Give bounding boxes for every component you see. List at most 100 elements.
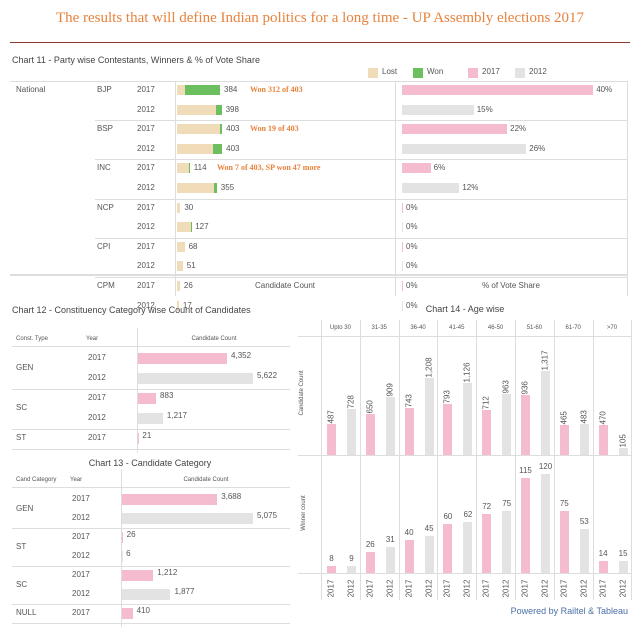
year-label: 2017	[88, 353, 106, 362]
candidate-bar	[327, 423, 336, 455]
value-bar	[122, 551, 123, 562]
year-tick: 2012	[540, 579, 550, 598]
lost-bar	[177, 300, 179, 311]
winner-bar	[559, 511, 569, 573]
value-bar	[138, 393, 157, 404]
winner-bar	[618, 560, 628, 573]
share-bar	[402, 300, 403, 311]
value-bar	[138, 433, 139, 444]
won-bar	[216, 104, 222, 115]
lost-bar	[177, 104, 217, 115]
dashboard-title: The results that will define Indian poli…	[55, 10, 585, 26]
value-label: 883	[160, 391, 174, 400]
age-header: >70	[606, 325, 618, 331]
share-label: 12%	[462, 183, 479, 192]
party-label: BJP	[97, 85, 112, 94]
chart14-title: Chart 14 - Age wise	[425, 304, 505, 314]
share-label: 40%	[596, 85, 613, 94]
candidate-label: 712	[481, 395, 491, 410]
count-label: 114	[193, 163, 207, 173]
share-bar	[402, 222, 403, 233]
share-label: 0%	[406, 241, 418, 251]
legend-label-2017: 2017	[482, 67, 500, 76]
year-tick: 2012	[385, 579, 395, 598]
count-label: 355	[220, 183, 235, 192]
value-label: 1,212	[157, 568, 178, 577]
gridline	[298, 336, 632, 337]
candidate-bar	[502, 393, 512, 455]
winner-bar	[579, 529, 589, 573]
year-tick: 2017	[598, 579, 608, 598]
year-tick: 2012	[618, 579, 628, 598]
category-label: SC	[16, 579, 28, 589]
candidate-bar	[347, 408, 356, 455]
winner-bar	[424, 535, 434, 573]
lost-bar	[177, 143, 214, 154]
col-header: Candidate Count	[183, 477, 229, 483]
won-bar	[188, 163, 190, 174]
gridline	[12, 623, 290, 624]
age-header: 51-60	[526, 325, 543, 331]
category-label: GEN	[16, 363, 34, 372]
value-label: 5,075	[257, 511, 278, 520]
category-label: SC	[16, 403, 28, 412]
share-label: 6%	[433, 163, 446, 173]
winner-bar	[463, 521, 473, 573]
gridline	[298, 573, 632, 574]
gridline	[298, 455, 632, 456]
value-label: 1,217	[166, 411, 187, 420]
year-tick: 2012	[579, 579, 589, 598]
gridline	[95, 237, 628, 239]
winner-label: 45	[424, 523, 434, 533]
candidate-label: 470	[598, 411, 608, 425]
candidate-bar	[424, 377, 434, 455]
chart-title: Chart 12 - Constituency Category wise Co…	[12, 305, 251, 315]
gridline	[359, 320, 361, 600]
won-bar	[185, 85, 220, 95]
value-label: 26	[126, 530, 136, 539]
year-label: 2017	[137, 124, 155, 134]
year-label: 2017	[72, 532, 90, 541]
winner-label: 31	[385, 535, 395, 545]
share-label: 0%	[406, 261, 418, 271]
share-bar	[402, 85, 594, 95]
year-tick: 2012	[462, 579, 472, 598]
party-label: BSP	[97, 124, 114, 134]
gridline	[515, 320, 516, 600]
legend-swatch	[468, 68, 478, 78]
category-label: ST	[16, 433, 27, 442]
count-label: 127	[195, 222, 209, 232]
lost-bar	[177, 124, 220, 135]
candidate-label: 1,208	[424, 357, 434, 378]
year-label: 2012	[72, 589, 90, 598]
year-label: 2012	[72, 551, 90, 560]
candidate-label: 909	[385, 383, 395, 397]
year-label: 2012	[88, 373, 106, 382]
chart11-title: Chart 11 - Party wise Contestants, Winne…	[12, 55, 260, 65]
year-label: 2017	[72, 494, 90, 503]
gridline	[12, 346, 290, 347]
year-label: 2012	[137, 183, 155, 192]
age-header: 46-50	[487, 325, 504, 331]
year-tick: 2017	[442, 579, 452, 598]
value-bar	[138, 353, 228, 364]
year-tick: 2012	[501, 579, 511, 598]
year-label: 2012	[88, 413, 106, 422]
share-label: 26%	[529, 143, 546, 153]
lost-bar	[177, 183, 214, 193]
gridline	[12, 429, 290, 430]
count-label: 68	[188, 241, 198, 251]
count-label: 384	[224, 85, 238, 94]
value-label: 4,352	[231, 351, 252, 360]
gridline	[95, 120, 628, 122]
legend-label-Won: Won	[427, 67, 444, 76]
value-bar	[122, 608, 133, 619]
category-label: NULL	[16, 608, 37, 617]
title-divider	[10, 42, 630, 43]
candidate-bar	[541, 371, 550, 455]
winner-bar	[327, 566, 336, 573]
gridline	[175, 81, 176, 296]
candidate-bar	[559, 425, 569, 455]
year-label: 2017	[137, 85, 155, 94]
gridline	[395, 81, 396, 296]
